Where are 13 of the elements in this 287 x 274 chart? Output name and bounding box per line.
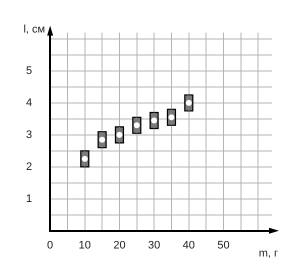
x-tick-label: 50 [217, 239, 230, 252]
y-tick-label: 2 [26, 160, 32, 173]
x-tick-label: 20 [113, 239, 126, 252]
x-tick-label: 40 [182, 239, 195, 252]
y-tick-label: 5 [26, 64, 32, 77]
x-tick-label: 10 [78, 239, 91, 252]
y-axis-title: l, см [23, 24, 46, 36]
x-tick-label: 30 [148, 239, 160, 252]
x-tick-label: 0 [47, 239, 54, 252]
x-axis-title: m, г [258, 247, 278, 260]
y-tick-label: 1 [26, 192, 32, 205]
y-tick-label: 4 [26, 96, 32, 109]
y-tick-label: 3 [26, 128, 32, 141]
